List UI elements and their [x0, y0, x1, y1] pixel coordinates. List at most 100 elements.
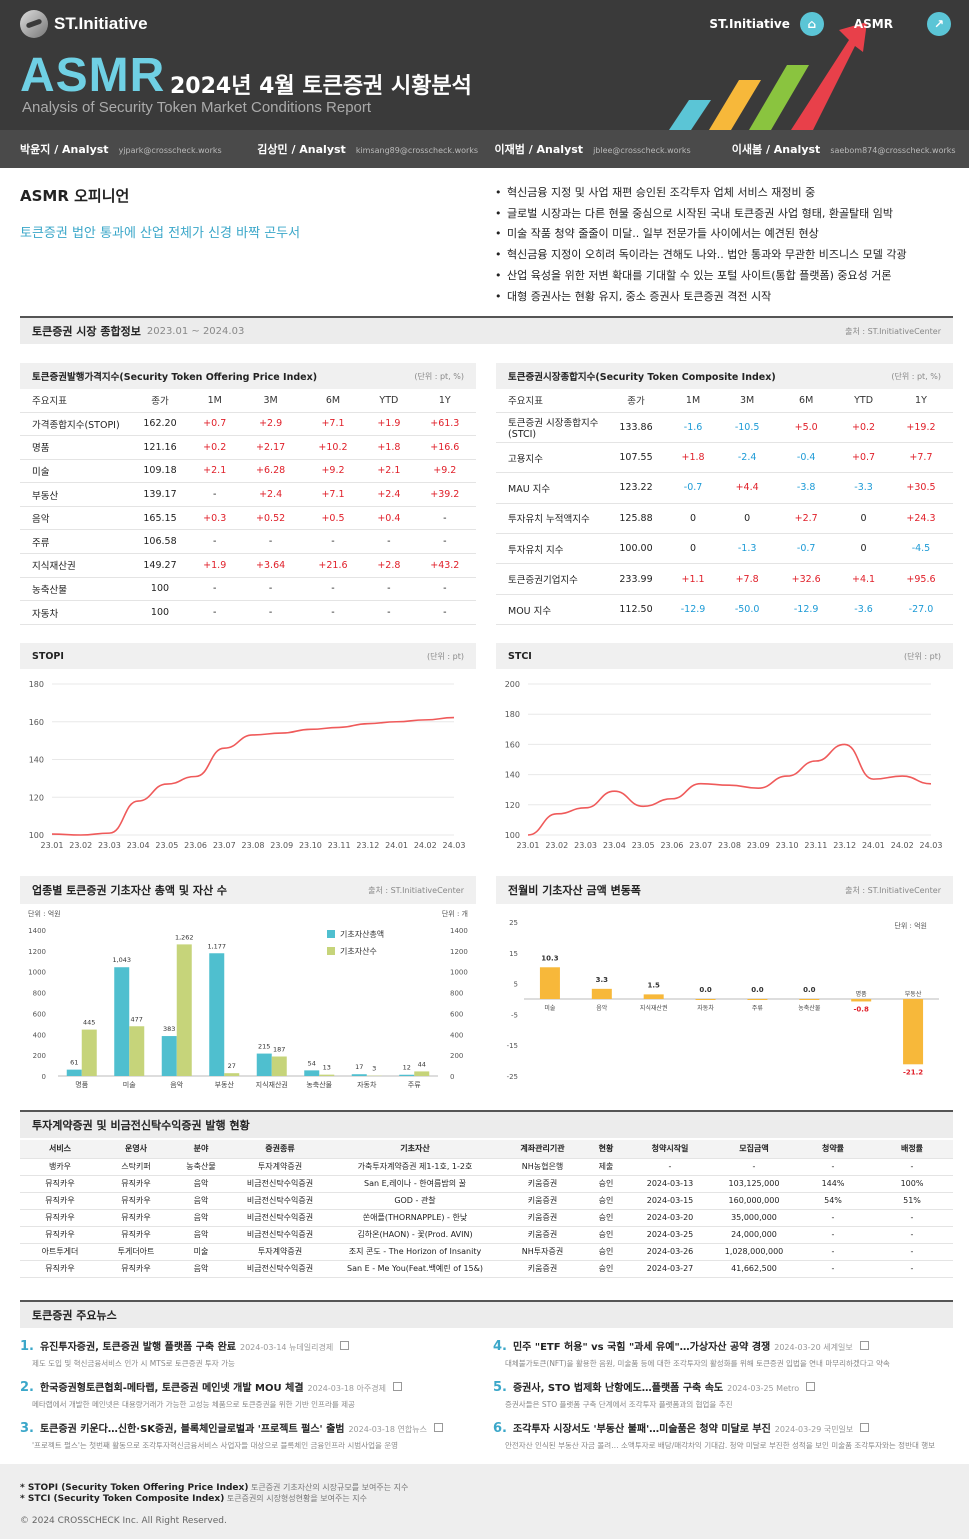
analyst-name: 김상민 / Analyst [257, 143, 346, 156]
table-cell: -1.6 [666, 412, 721, 443]
table-cell: 51% [871, 1192, 953, 1210]
news-headline[interactable]: 조각투자 시장서도 '부동산 불패'…미술품은 청약 미달로 부진 [512, 1424, 771, 1435]
news-headline[interactable]: 토큰증권 키운다…신한·SK증권, 블록체인글로벌과 '프로젝트 펄스' 출범 [39, 1424, 345, 1435]
y-tick-label: 100 [505, 831, 520, 840]
series-line [527, 743, 932, 836]
table-row: 미술 109.18 +2.1 +6.28 +9.2 +2.1 +9.2 [20, 459, 476, 484]
table-cell: 1,028,000,000 [713, 1243, 795, 1261]
column-header: 6M [774, 389, 839, 413]
table-title: 토큰증권시장종합지수(Security Token Composite Inde… [508, 372, 776, 383]
table-cell: 승인 [585, 1209, 627, 1227]
table-cell: 2024-03-15 [627, 1192, 713, 1210]
analyst-email[interactable]: saebom874@crosscheck.works [830, 146, 956, 155]
news-headline[interactable]: 민주 "ETF 허용" vs 국힘 "과세 유예"…가상자산 공약 경쟁 [512, 1342, 771, 1353]
table-cell: 2024-03-25 [627, 1226, 713, 1244]
data-label: 445 [83, 1019, 95, 1027]
table-cell: 김하온(HAON) - 꽃(Prod. AVIN) [330, 1226, 500, 1244]
y-tick-label: 600 [450, 1010, 463, 1018]
news-item[interactable]: 3. 토큰증권 키운다…신한·SK증권, 블록체인글로벌과 '프로젝트 펄스' 출… [20, 1420, 480, 1451]
news-headline[interactable]: 증권사, STO 법제화 난항에도…플랫폼 구축 속도 [512, 1383, 724, 1394]
external-link-icon[interactable] [340, 1341, 350, 1350]
nav-brand[interactable]: ST.Initiative [709, 17, 790, 31]
table-cell: - [239, 600, 302, 625]
external-link-icon[interactable] [859, 1341, 869, 1350]
table-cell: 음악 [20, 506, 130, 531]
bullet-item: 혁신금융 지정이 오히려 독이라는 견해도 나와.. 법안 통과와 무관한 비즈… [495, 245, 907, 266]
news-item[interactable]: 4. 민주 "ETF 허용" vs 국힘 "과세 유예"…가상자산 공약 경쟁 20… [493, 1338, 953, 1369]
x-tick-label: 23.12 [833, 841, 856, 850]
home-icon[interactable]: ⌂ [799, 12, 824, 36]
stci-table-header: 토큰증권시장종합지수(Security Token Composite Inde… [496, 363, 953, 389]
table-row: 뮤직카우 뮤직카우 음악 비금전신탁수익증권 쏜애플(THORNAPPLE) - 한낮 키… [20, 1209, 953, 1227]
x-tick-label: 23.06 [660, 841, 683, 850]
table-cell: 음악 [172, 1226, 230, 1244]
nav-asmr[interactable]: ASMR [853, 17, 893, 31]
table-row: 뱅카우 스탁키퍼 농축산물 투자계약증권 가축투자계약증권 제1-1호, 1-2호 NH농… [20, 1158, 953, 1176]
bar [224, 1073, 240, 1076]
x-tick-label: 23.10 [299, 841, 322, 850]
external-link-icon[interactable] [860, 1423, 870, 1432]
table-cell: +1.1 [666, 563, 721, 595]
table-cell: 음악 [172, 1192, 230, 1210]
table-row: 아트투게더 투게더아트 미술 투자계약증권 조지 콘도 - The Horizon of… [20, 1243, 953, 1261]
table-row: 주류 106.58- - - - - [20, 529, 476, 555]
y-tick-label: 1400 [450, 927, 468, 935]
table-cell: - [413, 506, 476, 531]
table-cell: +1.9 [190, 553, 240, 578]
external-link-icon[interactable] [393, 1382, 402, 1391]
analyst-email[interactable]: yjpark@crosscheck.works [118, 146, 222, 155]
news-number: 2. [20, 1380, 34, 1395]
x-tick-label: 23.08 [718, 841, 741, 850]
x-tick-label: 미술 [544, 1004, 556, 1012]
table-cell: +0.5 [301, 506, 365, 531]
bullet-item: 산업 육성을 위한 저변 확대를 기대할 수 있는 포털 사이트(통합 플랫폼)… [495, 266, 907, 287]
bar [304, 1070, 320, 1076]
news-item[interactable]: 6. 조각투자 시장서도 '부동산 불패'…미술품은 청약 미달로 부진 2024-… [493, 1420, 953, 1451]
table-cell: 토큰증권 시장종합지수 (STCI) [496, 412, 606, 443]
analyst-email[interactable]: jblee@crosscheck.works [593, 146, 691, 155]
table-cell: 뮤직카우 [20, 1175, 100, 1193]
external-link-icon[interactable]: ↗ [927, 12, 951, 36]
x-tick-label: 농축산물 [798, 1004, 821, 1012]
table-cell: -0.7 [666, 472, 721, 504]
news-number: 6. [493, 1421, 507, 1436]
x-tick-label: 24.03 [443, 841, 466, 850]
table-cell: - [627, 1158, 713, 1176]
news-headline[interactable]: 한국증권형토큰협회-메타랩, 토큰증권 메인넷 개발 MOU 체결 [39, 1383, 304, 1394]
bar [351, 1074, 367, 1076]
table-row: 지식재산권 149.27 +1.9 +3.64 +21.6 +2.8 +43.2 [20, 553, 476, 578]
data-label: 383 [163, 1025, 175, 1033]
x-tick-label: 23.05 [155, 841, 178, 850]
table-cell: +4.4 [720, 472, 775, 504]
bar [271, 1056, 287, 1076]
table-cell: - [364, 600, 414, 625]
external-link-icon[interactable] [433, 1423, 443, 1432]
x-tick-label: 23.07 [689, 841, 712, 850]
x-tick-label: 지식재산권 [640, 1004, 668, 1012]
x-tick-label: 미술 [123, 1080, 136, 1089]
y-tick-label: 180 [505, 710, 520, 719]
data-label: 44 [418, 1060, 426, 1068]
x-tick-label: 23.02 [545, 841, 568, 850]
table-cell: -27.0 [888, 594, 953, 626]
news-item[interactable]: 1. 유진투자증권, 토큰증권 발행 플랫폼 구축 완료 2024-03-14 뉴데… [20, 1338, 480, 1369]
table-row: 토큰증권 시장종합지수 (STCI) 133.86 -1.6 -10.5 +5.0 +0.… [496, 412, 953, 443]
table-cell: 제출 [585, 1158, 627, 1176]
news-headline[interactable]: 유진투자증권, 토큰증권 발행 플랫폼 구축 완료 [39, 1342, 236, 1353]
table-cell: 뮤직카우 [20, 1226, 100, 1244]
news-item[interactable]: 2. 한국증권형토큰협회-메타랩, 토큰증권 메인넷 개발 MOU 체결 2024-… [20, 1379, 480, 1410]
table-cell: 비금전신탁수익증권 [230, 1175, 330, 1193]
external-link-icon[interactable] [806, 1382, 816, 1391]
data-label: 187 [273, 1045, 285, 1053]
y-tick-label: 160 [29, 718, 44, 727]
y-tick-label: 120 [29, 793, 44, 802]
bar [176, 944, 192, 1076]
analyst-email[interactable]: kimsang89@crosscheck.works [355, 146, 479, 155]
chart-unit: (단위 : pt) [427, 651, 464, 661]
column-header: YTD [364, 389, 414, 413]
table-cell: MOU 지수 [496, 594, 606, 626]
table-cell: 뮤직카우 [100, 1260, 172, 1278]
news-item[interactable]: 5. 증권사, STO 법제화 난항에도…플랫폼 구축 속도 2024-03-25 … [493, 1379, 953, 1410]
table-cell: 뮤직카우 [20, 1192, 100, 1210]
table-cell: - [413, 600, 476, 625]
